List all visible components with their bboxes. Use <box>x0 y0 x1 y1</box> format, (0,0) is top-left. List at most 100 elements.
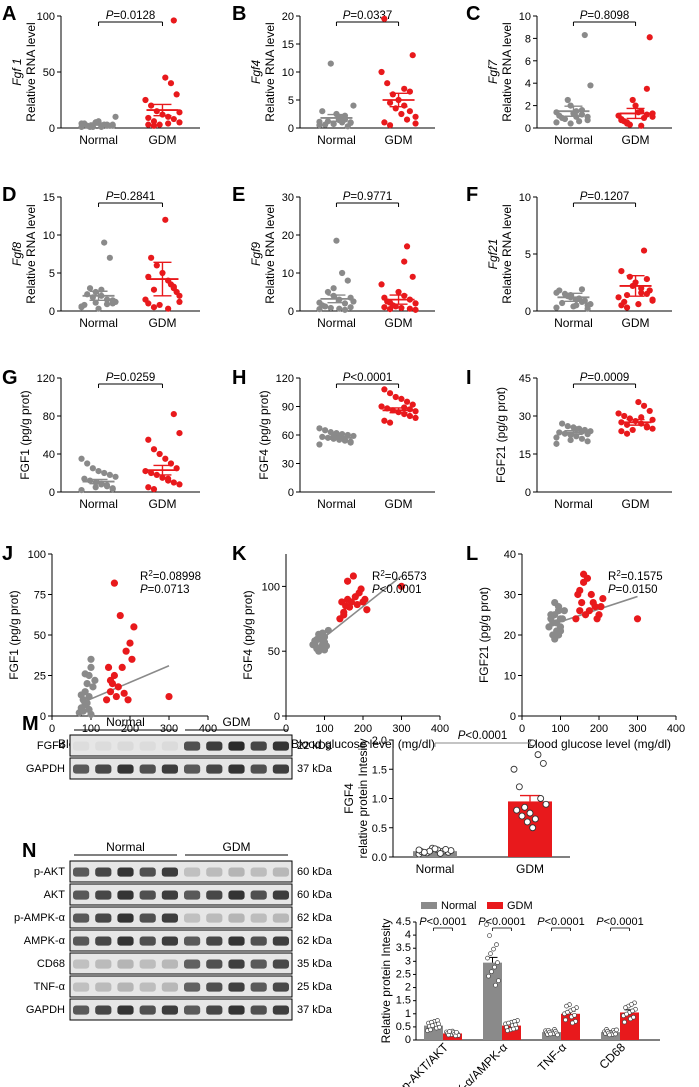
p-value-label: P=0.0009 <box>580 372 630 384</box>
gdm-point <box>150 304 158 311</box>
gdm-point <box>643 424 650 431</box>
panel-f: 0 5 10 Fgf21 Relative RNA level Normal GDM P=0.… <box>486 191 672 330</box>
blot-kda-label: 62 kDa <box>297 912 333 924</box>
gdm-point <box>118 663 126 672</box>
blot-band <box>95 741 112 751</box>
normal-point <box>316 425 323 432</box>
gdm-point <box>110 579 118 587</box>
blot-band <box>184 1005 201 1015</box>
normal-point <box>567 436 574 444</box>
x-category-label: Normal <box>79 316 118 330</box>
data-point <box>442 845 450 853</box>
y-tick-label: 0 <box>525 123 531 135</box>
normal-point <box>78 487 85 494</box>
legend-swatch-gdm <box>487 902 503 909</box>
gdm-point <box>170 115 177 123</box>
data-point <box>631 1014 636 1020</box>
group-label-gdm: GDM <box>223 715 251 729</box>
panel-label-i: I <box>466 367 472 389</box>
data-point <box>518 812 526 820</box>
p-value: <0.0001 <box>427 916 467 928</box>
p-symbol: P <box>140 584 148 596</box>
blot-band <box>95 959 112 969</box>
normal-point <box>78 455 85 462</box>
normal-point <box>327 60 334 67</box>
blot-band <box>272 867 289 877</box>
gdm-point <box>623 291 631 299</box>
y-axis-label: Relative RNA level <box>500 22 514 121</box>
gdm-point <box>381 15 388 22</box>
gdm-point <box>148 102 155 109</box>
x-tick-label: 100 <box>315 723 333 735</box>
gdm-point <box>386 419 394 426</box>
y-tick-label: 1 <box>405 1008 411 1020</box>
blot-band <box>161 913 178 923</box>
normal-point <box>327 304 334 312</box>
gdm-point <box>412 408 419 415</box>
normal-point <box>92 288 99 296</box>
normal-point <box>341 306 349 313</box>
y-tick-label: 0 <box>525 487 531 499</box>
gdm-point <box>646 34 653 41</box>
blot-band <box>228 764 245 774</box>
normal-point <box>560 607 568 615</box>
blot-band <box>184 890 201 900</box>
y-axis-label: FGF1 (pg/g prot) <box>7 590 21 679</box>
data-point <box>570 1020 575 1026</box>
y-tick-label: 75 <box>34 590 46 602</box>
gdm-point <box>145 484 152 491</box>
data-point <box>571 1006 576 1012</box>
data-point <box>454 1029 459 1035</box>
gdm-point <box>153 262 160 269</box>
p-value: <0.0001 <box>486 916 526 928</box>
normal-point <box>341 300 349 307</box>
r-superscript: 2 <box>380 569 385 578</box>
blot-band <box>161 741 178 751</box>
y-tick-label: 10 <box>282 268 294 280</box>
gdm-point <box>116 611 124 620</box>
blot-m: Normal GDM FGF4 22 kDa GAPDH 37 kDa <box>26 715 333 780</box>
blot-kda-label: 35 kDa <box>297 958 333 970</box>
blot-band <box>95 913 112 923</box>
gdm-point <box>381 304 388 311</box>
y-tick-label: 2 <box>405 982 411 994</box>
gdm-point <box>392 393 399 401</box>
gdm-point <box>401 102 408 109</box>
blot-band <box>272 890 289 900</box>
data-point <box>613 1031 618 1037</box>
p-symbol: P <box>580 372 588 384</box>
x-category-label: CD68 <box>597 1040 629 1072</box>
normal-point <box>103 301 111 308</box>
data-point <box>515 783 523 791</box>
blot-strip <box>69 906 293 929</box>
blot-row-label: GAPDH <box>26 1004 65 1016</box>
blot-row-label: TNF-α <box>34 981 66 993</box>
blot-kda-label: 60 kDa <box>297 866 333 878</box>
gdm-point <box>587 590 595 599</box>
gdm-point <box>635 398 642 406</box>
panel-label-a: A <box>2 3 16 25</box>
x-category-label: GDM <box>148 316 176 330</box>
gdm-point <box>640 402 648 409</box>
gdm-point <box>403 116 411 123</box>
data-point <box>630 1008 635 1014</box>
data-point <box>565 1009 570 1015</box>
normal-point <box>567 431 574 439</box>
gdm-point <box>578 599 586 607</box>
gdm-point <box>162 455 169 462</box>
gene-label: Fgf 1 <box>10 58 24 85</box>
normal-point <box>578 106 586 114</box>
blot-band <box>73 741 90 751</box>
gdm-point <box>574 590 582 599</box>
blots-layer: Normal GDM FGF4 22 kDa GAPDH 37 kDa Normal GDM p… <box>14 715 333 1021</box>
x-category-label: p-AKT/AKT <box>398 1040 451 1087</box>
gdm-point <box>412 120 419 127</box>
x-category-label: Normal <box>79 133 118 147</box>
y-axis-label: Relative RNA level <box>24 22 38 121</box>
blot-row-label: CD68 <box>37 958 65 970</box>
gdm-point <box>635 301 642 308</box>
blot-strip <box>69 929 293 952</box>
blot-band <box>161 764 178 774</box>
blot-band <box>206 936 223 946</box>
normal-point <box>578 286 586 293</box>
